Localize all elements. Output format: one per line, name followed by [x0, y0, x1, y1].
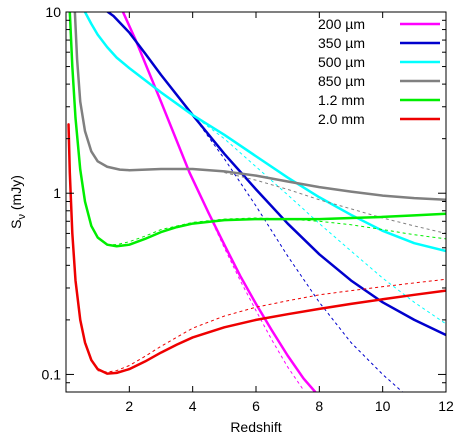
x-tick-label: 10 [375, 398, 391, 414]
series-200-m [121, 12, 317, 392]
series-line-dashed-1-2-mm [107, 217, 446, 246]
y-axis-title-subscript: ν [16, 214, 28, 220]
series-layer [67, 12, 446, 392]
series-850-m [73, 12, 446, 234]
series-1-2-mm [68, 12, 446, 248]
series-2-0-mm [67, 123, 446, 375]
series-500-m [83, 12, 446, 325]
series-line-dashed-500-m [192, 114, 446, 325]
series-350-m [105, 12, 446, 392]
y-axis-title-unit: (mJy) [8, 175, 24, 214]
legend-label-1-2-mm: 1.2 mm [318, 92, 365, 108]
series-line-200-m [121, 12, 317, 392]
legend-label-2-0-mm: 2.0 mm [318, 111, 365, 127]
plot-frame [65, 11, 447, 393]
series-line-500-m [83, 12, 446, 253]
legend-label-350-m: 350 µm [318, 35, 365, 51]
x-axis-title: Redshift [230, 419, 281, 435]
y-tick-label: 0.1 [42, 366, 62, 382]
x-tick-label: 6 [252, 398, 260, 414]
series-line-2-0-mm [67, 123, 446, 375]
y-axis-title: Sν (mJy) [8, 175, 28, 229]
series-line-dashed-350-m [192, 114, 404, 392]
x-tick-label: 8 [315, 398, 323, 414]
x-tick-label: 2 [125, 398, 133, 414]
x-tick-label: 4 [189, 398, 197, 414]
y-axis-title-main: S [8, 220, 24, 229]
y-tick-label: 10 [45, 4, 61, 20]
y-tick-label: 1 [53, 185, 61, 201]
ticks-layer: 2 4 6 8 10 12 0.1 1 10 [42, 4, 454, 414]
legend: 200 µm 350 µm 500 µm 850 µm 1.2 mm 2.0 mm [318, 16, 440, 127]
legend-label-200-m: 200 µm [318, 16, 365, 32]
series-line-dashed-2-0-mm [97, 278, 446, 373]
series-line-dashed-850-m [224, 172, 446, 234]
series-line-350-m [105, 12, 446, 337]
x-tick-label: 12 [438, 398, 454, 414]
legend-label-500-m: 500 µm [318, 54, 365, 70]
series-line-850-m [73, 12, 446, 202]
legend-label-850-m: 850 µm [318, 73, 365, 89]
series-line-1-2-mm [68, 12, 446, 248]
